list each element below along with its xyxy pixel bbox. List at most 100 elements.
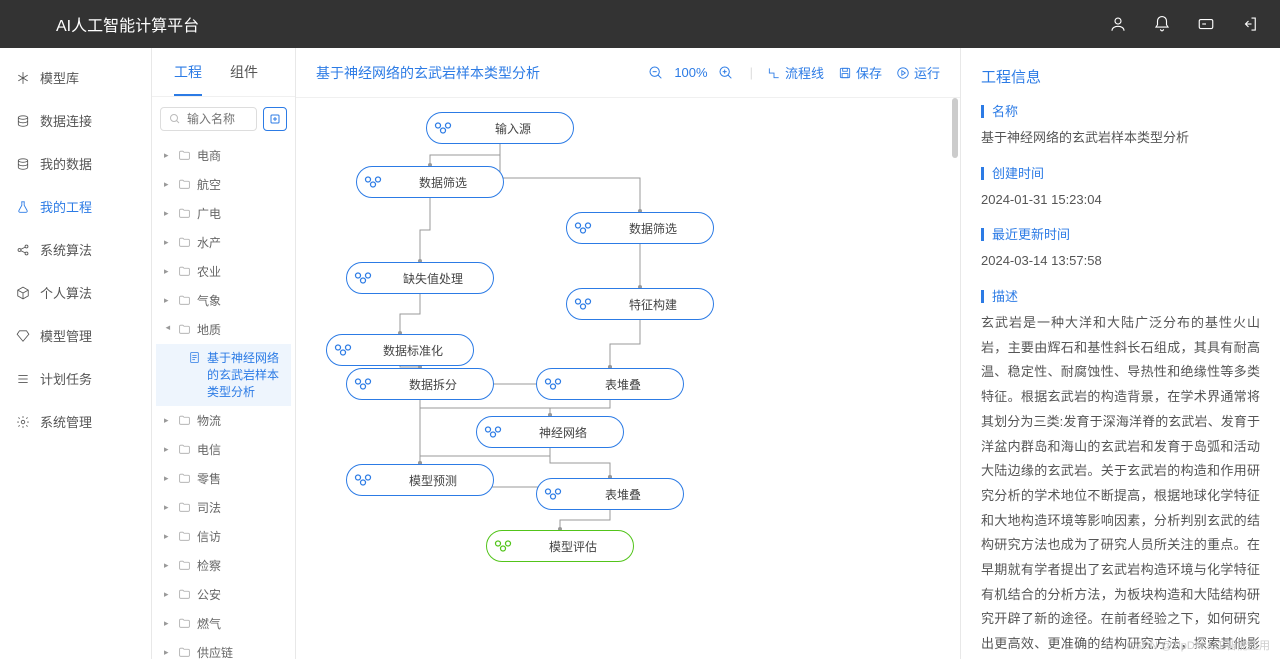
folder-icon [178, 236, 191, 249]
tree-tabs: 工程组件 [152, 48, 295, 97]
caret-icon: ▸ [164, 531, 172, 542]
folder-label: 农业 [197, 263, 221, 280]
nav-label: 我的数据 [40, 154, 92, 173]
flow-node[interactable]: 输入源 [426, 112, 574, 144]
sidebar-item-5[interactable]: 个人算法 [0, 271, 151, 314]
run-button[interactable]: 运行 [896, 63, 940, 82]
sidebar-item-1[interactable]: 数据连接 [0, 99, 151, 142]
folder-label: 航空 [197, 176, 221, 193]
zoom-in-icon[interactable] [718, 65, 734, 81]
tree-folder[interactable]: ▸零售 [156, 464, 291, 493]
flow-canvas[interactable]: 输入源数据筛选数据筛选缺失值处理特征构建数据标准化数据拆分表堆叠神经网络模型预测… [296, 98, 960, 659]
folder-label: 物流 [197, 412, 221, 429]
file-icon [188, 351, 201, 364]
search-icon [169, 113, 181, 125]
tree-folder[interactable]: ▸广电 [156, 199, 291, 228]
sidebar-item-7[interactable]: 计划任务 [0, 357, 151, 400]
info-desc-label: 描述 [981, 290, 1260, 303]
nav-icon [16, 371, 32, 387]
flow-node[interactable]: 模型评估 [486, 530, 634, 562]
caret-icon: ▸ [164, 618, 172, 629]
sidebar-item-2[interactable]: 我的数据 [0, 142, 151, 185]
folder-label: 电信 [197, 441, 221, 458]
tree-folder[interactable]: ▸司法 [156, 493, 291, 522]
node-label: 模型评估 [523, 538, 623, 555]
nav-icon [16, 199, 32, 215]
node-label: 表堆叠 [573, 486, 673, 503]
nav-icon [16, 414, 32, 430]
folder-label: 气象 [197, 292, 221, 309]
flow-node[interactable]: 特征构建 [566, 288, 714, 320]
tree-folder[interactable]: ▸燃气 [156, 609, 291, 638]
folder-label: 零售 [197, 470, 221, 487]
sidebar-item-8[interactable]: 系统管理 [0, 400, 151, 443]
tree: ▸电商▸航空▸广电▸水产▸农业▸气象▾地质基于神经网络的玄武岩样本类型分析▸物流… [152, 141, 295, 659]
caret-icon: ▸ [164, 444, 172, 455]
caret-icon: ▸ [164, 237, 172, 248]
sidebar-item-4[interactable]: 系统算法 [0, 228, 151, 271]
sidebar-item-6[interactable]: 模型管理 [0, 314, 151, 357]
caret-icon: ▾ [163, 326, 174, 334]
node-icon [541, 482, 565, 506]
tree-leaf[interactable]: 基于神经网络的玄武岩样本类型分析 [156, 344, 291, 406]
search-input[interactable] [187, 112, 248, 126]
tree-folder[interactable]: ▸气象 [156, 286, 291, 315]
flow-node[interactable]: 数据拆分 [346, 368, 494, 400]
node-label: 数据筛选 [603, 220, 703, 237]
flow-node[interactable]: 数据标准化 [326, 334, 474, 366]
caret-icon: ▸ [164, 150, 172, 161]
folder-icon [178, 149, 191, 162]
folder-icon [178, 646, 191, 659]
sidebar-item-0[interactable]: 模型库 [0, 56, 151, 99]
node-icon [491, 534, 515, 558]
node-label: 特征构建 [603, 296, 703, 313]
node-icon [351, 468, 375, 492]
nav-label: 模型库 [40, 68, 79, 87]
scrollbar[interactable] [952, 98, 958, 649]
tree-folder[interactable]: ▸检察 [156, 551, 291, 580]
tree-folder[interactable]: ▸农业 [156, 257, 291, 286]
flow-node[interactable]: 数据筛选 [356, 166, 504, 198]
sidebar-item-3[interactable]: 我的工程 [0, 185, 151, 228]
flow-node[interactable]: 神经网络 [476, 416, 624, 448]
zoom-out-icon[interactable] [648, 65, 664, 81]
flow-node[interactable]: 模型预测 [346, 464, 494, 496]
node-label: 模型预测 [383, 472, 483, 489]
add-button[interactable] [263, 107, 287, 131]
folder-label: 地质 [197, 321, 221, 338]
folder-icon [178, 472, 191, 485]
caret-icon: ▸ [164, 208, 172, 219]
app-title: AI人工智能计算平台 [20, 12, 1108, 36]
flow-node[interactable]: 表堆叠 [536, 368, 684, 400]
card-icon[interactable] [1196, 14, 1216, 34]
node-icon [571, 292, 595, 316]
folder-icon [178, 323, 191, 336]
flow-node[interactable]: 表堆叠 [536, 478, 684, 510]
tree-folder[interactable]: ▸物流 [156, 406, 291, 435]
logout-icon[interactable] [1240, 14, 1260, 34]
tree-folder[interactable]: ▸公安 [156, 580, 291, 609]
tab-0[interactable]: 工程 [160, 48, 216, 96]
tree-folder[interactable]: ▸电商 [156, 141, 291, 170]
tab-1[interactable]: 组件 [216, 48, 272, 96]
bell-icon[interactable] [1152, 14, 1172, 34]
flowline-button[interactable]: 流程线 [767, 63, 824, 82]
zoom-value: 100% [674, 65, 707, 80]
node-icon [431, 116, 455, 140]
user-icon[interactable] [1108, 14, 1128, 34]
sidebar-nav: 模型库数据连接我的数据我的工程系统算法个人算法模型管理计划任务系统管理 [0, 48, 152, 659]
flow-node[interactable]: 数据筛选 [566, 212, 714, 244]
flow-node[interactable]: 缺失值处理 [346, 262, 494, 294]
tree-folder[interactable]: ▾ 地质 [156, 315, 291, 344]
info-desc-value: 玄武岩是一种大洋和大陆广泛分布的基性火山岩，主要由辉石和基性斜长石组成，其具有耐… [981, 311, 1260, 659]
nav-icon [16, 285, 32, 301]
folder-label: 信访 [197, 528, 221, 545]
save-button[interactable]: 保存 [838, 63, 882, 82]
tree-folder[interactable]: ▸航空 [156, 170, 291, 199]
tree-folder[interactable]: ▸ 信访 [156, 522, 291, 551]
tree-folder[interactable]: ▸ 电信 [156, 435, 291, 464]
info-created-value: 2024-01-31 15:23:04 [981, 188, 1260, 213]
tree-folder[interactable]: ▸供应链 [156, 638, 291, 659]
nav-icon [16, 328, 32, 344]
tree-folder[interactable]: ▸水产 [156, 228, 291, 257]
